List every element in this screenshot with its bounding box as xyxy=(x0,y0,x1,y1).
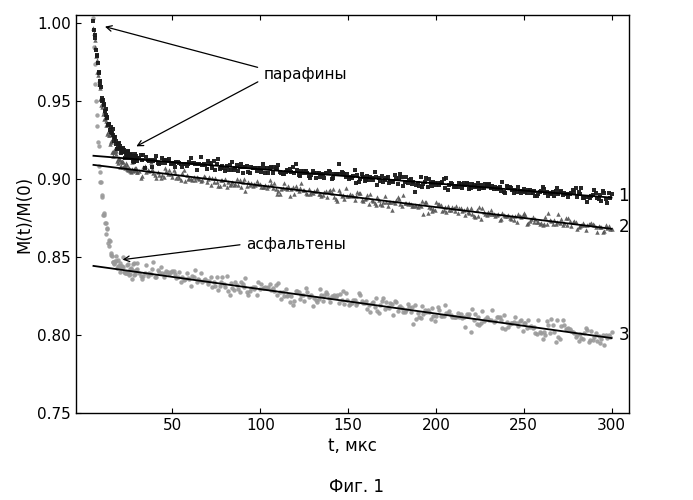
Text: 1: 1 xyxy=(619,187,629,205)
Text: Фиг. 1: Фиг. 1 xyxy=(329,478,385,496)
Y-axis label: M(t)/M(0): M(t)/M(0) xyxy=(15,176,33,252)
Text: парафины: парафины xyxy=(264,67,347,82)
X-axis label: t, мкс: t, мкс xyxy=(328,437,377,455)
Text: асфальтены: асфальтены xyxy=(246,237,346,252)
Text: 3: 3 xyxy=(619,326,629,344)
Text: 2: 2 xyxy=(619,218,629,236)
